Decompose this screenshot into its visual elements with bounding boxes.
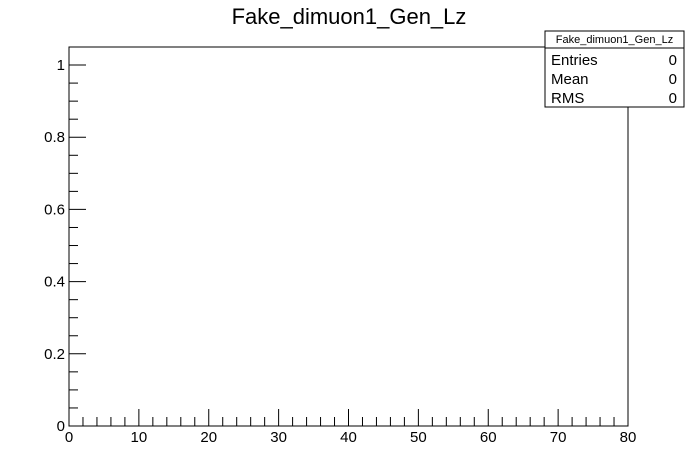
stats-mean-value: 0 [669,71,677,88]
y-axis: 0 0.2 0.4 0.6 0.8 1 [44,46,86,435]
y-tick-label: 0.6 [44,201,65,218]
x-tick-label: 70 [550,429,567,446]
stats-entries-label: Entries [551,52,598,69]
y-tick-label: 0 [57,418,65,435]
x-tick-label: 40 [340,429,357,446]
y-tick-label: 0.4 [44,274,65,291]
x-tick-label: 50 [410,429,427,446]
stats-box-frame [544,30,685,108]
stats-rms-label: RMS [551,90,584,107]
x-tick-label: 80 [620,429,637,446]
x-tick-label: 20 [200,429,217,446]
x-tick-label: 0 [65,429,73,446]
stats-box: Fake_dimuon1_Gen_Lz Entries 0 Mean 0 RMS… [544,30,685,108]
stats-entries-value: 0 [669,52,677,69]
chart-title: Fake_dimuon1_Gen_Lz [232,4,467,29]
x-tick-label: 30 [270,429,287,446]
stats-rms-value: 0 [669,90,677,107]
y-tick-label: 0.2 [44,346,65,363]
plot-frame [68,46,629,427]
y-tick-label: 0.8 [44,129,65,146]
y-tick-label: 1 [57,57,65,74]
x-tick-label: 60 [480,429,497,446]
stats-mean-label: Mean [551,71,589,88]
stats-box-title: Fake_dimuon1_Gen_Lz [556,34,673,46]
x-axis: 0 10 20 30 40 50 60 70 80 [65,409,637,446]
x-tick-label: 10 [131,429,148,446]
